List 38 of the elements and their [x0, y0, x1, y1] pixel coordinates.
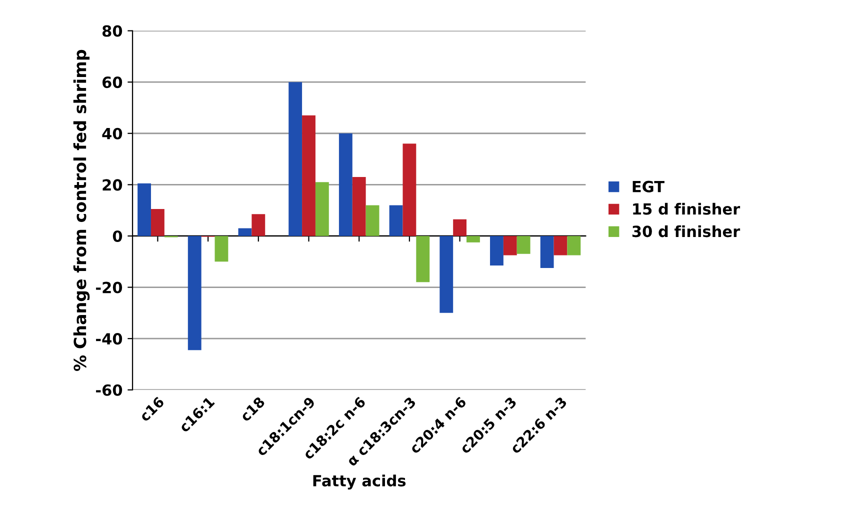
bar: [366, 205, 380, 236]
bar: [490, 236, 504, 266]
bar: [567, 236, 581, 256]
y-tick-label: 60: [102, 76, 122, 88]
y-tick-label: 0: [112, 230, 122, 242]
bar: [503, 236, 517, 256]
bar: [416, 236, 430, 282]
bar: [352, 176, 366, 236]
bar: [440, 236, 454, 313]
x-axis-title: Fatty acids: [313, 474, 406, 490]
bar: [302, 115, 316, 236]
y-tick-label: -40: [96, 333, 122, 345]
legend-label: EGT: [632, 180, 664, 192]
legend-label: 15 d finisher: [633, 202, 740, 215]
y-tick-label: 80: [102, 25, 122, 37]
y-axis-title: % Change from control fed shrimp: [73, 50, 90, 372]
bar: [252, 214, 266, 236]
x-tick-label: c16: [138, 396, 165, 422]
y-tick-label: -60: [96, 384, 122, 396]
bar: [238, 228, 252, 236]
bar: [453, 219, 467, 236]
bar: [288, 82, 302, 236]
bar: [540, 236, 554, 268]
bar: [138, 183, 151, 236]
y-tick-label: 40: [102, 128, 122, 140]
bar: [150, 209, 164, 236]
bar: [214, 236, 228, 262]
y-tick-label: -20: [96, 282, 122, 294]
bar: [338, 133, 352, 236]
bar: [389, 205, 403, 236]
bar: [466, 236, 480, 242]
legend-label: 30 d finisher: [632, 225, 740, 238]
bar: [188, 236, 202, 350]
bar: [315, 182, 329, 236]
bar: [402, 144, 416, 236]
y-tick-label: 20: [102, 179, 122, 191]
bar: [516, 236, 530, 254]
bar: [554, 236, 568, 256]
